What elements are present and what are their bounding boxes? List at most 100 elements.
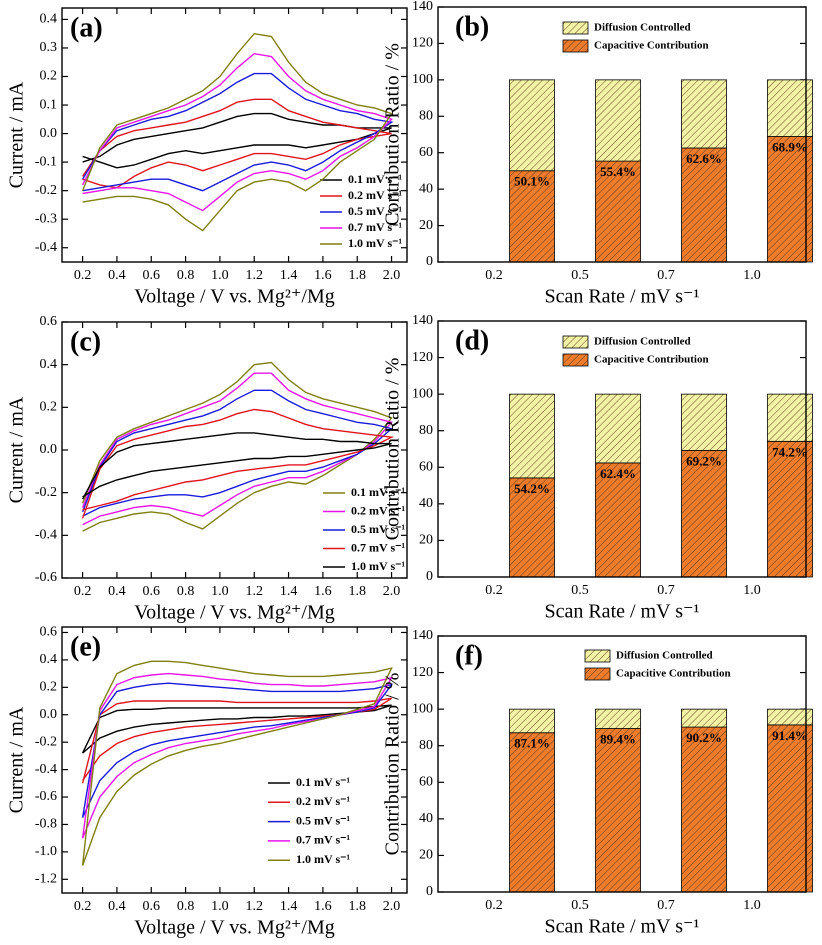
cv-curve — [81, 704, 392, 754]
y-tick-label: -0.2 — [35, 183, 57, 198]
y-axis-label: Current / mA — [6, 706, 28, 813]
legend-swatch — [562, 353, 589, 367]
y-tick-label: 60 — [419, 460, 433, 475]
y-tick-label: 20 — [419, 848, 433, 863]
bar-segment — [767, 79, 813, 137]
y-tick-label: 100 — [412, 72, 433, 87]
y-tick-label: 80 — [419, 738, 433, 753]
x-tick-label: 0.7 — [657, 583, 675, 598]
legend-label: Diffusion Controlled — [594, 336, 691, 348]
x-tick-label: 1.6 — [314, 584, 332, 599]
y-tick-label: 0.0 — [40, 442, 58, 457]
x-tick-label: 0.2 — [74, 584, 92, 599]
y-tick-label: 100 — [412, 701, 433, 716]
bar-segment — [681, 393, 727, 451]
y-tick-label: 60 — [419, 145, 433, 160]
y-tick-label: 120 — [412, 36, 433, 51]
x-tick-label: 1.8 — [348, 584, 366, 599]
y-tick-label: 0.6 — [40, 625, 58, 640]
x-axis-label: Voltage / V vs. Mg²⁺/Mg — [134, 602, 334, 624]
y-tick-label: 80 — [419, 423, 433, 438]
legend-label: 0.7 mV s⁻¹ — [348, 220, 402, 234]
x-tick-label: 0.2 — [485, 898, 503, 913]
bar-segment — [509, 708, 555, 734]
y-tick-label: 0 — [426, 254, 433, 269]
bar-segment — [595, 708, 641, 729]
cv-curve — [81, 52, 393, 212]
y-axis-label: Contribution Ratio / % — [382, 673, 404, 856]
plot-frame — [437, 320, 807, 578]
value-label: 62.6% — [686, 151, 722, 166]
x-tick-label: 0.8 — [177, 584, 195, 599]
legend-label: 0.1 mV s⁻¹ — [296, 775, 350, 789]
cv-curve — [82, 112, 392, 169]
cv-curve — [81, 32, 393, 232]
x-tick-label: 1.0 — [743, 583, 761, 598]
bar-segment — [509, 79, 555, 172]
x-tick-label: 0.8 — [177, 268, 195, 283]
plot-frame — [61, 7, 408, 263]
panel-label: (c) — [70, 326, 101, 357]
y-tick-label: 120 — [412, 665, 433, 680]
value-label: 87.1% — [514, 736, 550, 751]
value-label: 90.2% — [686, 730, 722, 745]
x-tick-label: 1.8 — [348, 268, 366, 283]
y-tick-label: 0.2 — [40, 680, 58, 695]
x-tick-label: 1.6 — [314, 899, 332, 914]
y-axis-label: Contribution Ratio / % — [382, 43, 404, 226]
bar-segment — [681, 79, 727, 149]
legend-swatch — [562, 21, 589, 35]
bar-segment — [681, 708, 727, 728]
x-tick-label: 0.4 — [108, 899, 126, 914]
panel-label: (e) — [70, 631, 101, 662]
legend-swatch — [562, 335, 589, 349]
x-tick-label: 1.0 — [743, 898, 761, 913]
legend-label: 0.2 mV s⁻¹ — [296, 794, 350, 808]
y-tick-label: -0.1 — [35, 154, 57, 169]
y-tick-label: -0.4 — [35, 240, 57, 255]
x-tick-label: 0.7 — [657, 268, 675, 283]
legend-label: 0.1 mV s⁻¹ — [351, 485, 405, 499]
bar-segment — [509, 393, 555, 479]
x-axis-label: Voltage / V vs. Mg²⁺/Mg — [134, 286, 334, 308]
cv-curve — [82, 98, 392, 189]
x-axis-label: Scan Rate / mV s⁻¹ — [544, 916, 699, 938]
x-tick-label: 1.2 — [245, 584, 263, 599]
bar-segment — [767, 393, 813, 442]
cv-curve — [81, 361, 393, 532]
bar-segment — [509, 170, 555, 263]
x-tick-label: 0.2 — [485, 268, 503, 283]
y-axis-label: Current / mA — [6, 396, 28, 503]
cv-curve — [81, 672, 394, 839]
legend-swatch — [562, 39, 589, 53]
value-label: 50.1% — [514, 174, 550, 189]
x-tick-label: 1.4 — [280, 899, 298, 914]
y-tick-label: 0.4 — [40, 652, 58, 667]
y-tick-label: -0.3 — [35, 211, 57, 226]
y-tick-label: -0.4 — [35, 762, 57, 777]
plot-frame — [437, 6, 807, 263]
value-label: 89.4% — [600, 732, 636, 747]
bar-segment — [595, 728, 641, 893]
x-tick-label: 2.0 — [383, 899, 401, 914]
legend-label: 0.1 mV s⁻¹ — [348, 172, 402, 186]
y-tick-label: 0 — [426, 884, 433, 899]
cv-curve — [81, 682, 394, 818]
legend-label: 1.0 mV s⁻¹ — [348, 236, 402, 250]
cv-curve — [81, 697, 392, 784]
x-tick-label: 2.0 — [383, 584, 401, 599]
y-tick-label: 0.0 — [40, 126, 58, 141]
x-tick-label: 0.2 — [74, 268, 92, 283]
y-axis-label: Contribution Ratio / % — [382, 358, 404, 541]
y-tick-label: -0.4 — [35, 528, 57, 543]
x-tick-label: 0.4 — [108, 584, 126, 599]
y-tick-label: 40 — [419, 181, 433, 196]
y-tick-label: 0.6 — [40, 314, 58, 329]
legend-swatch — [584, 667, 611, 681]
y-tick-label: 0.4 — [40, 357, 58, 372]
x-tick-label: 0.2 — [485, 583, 503, 598]
legend-label: 0.5 mV s⁻¹ — [351, 522, 405, 536]
cv-curve — [81, 660, 393, 866]
panel-label: (a) — [70, 12, 103, 43]
